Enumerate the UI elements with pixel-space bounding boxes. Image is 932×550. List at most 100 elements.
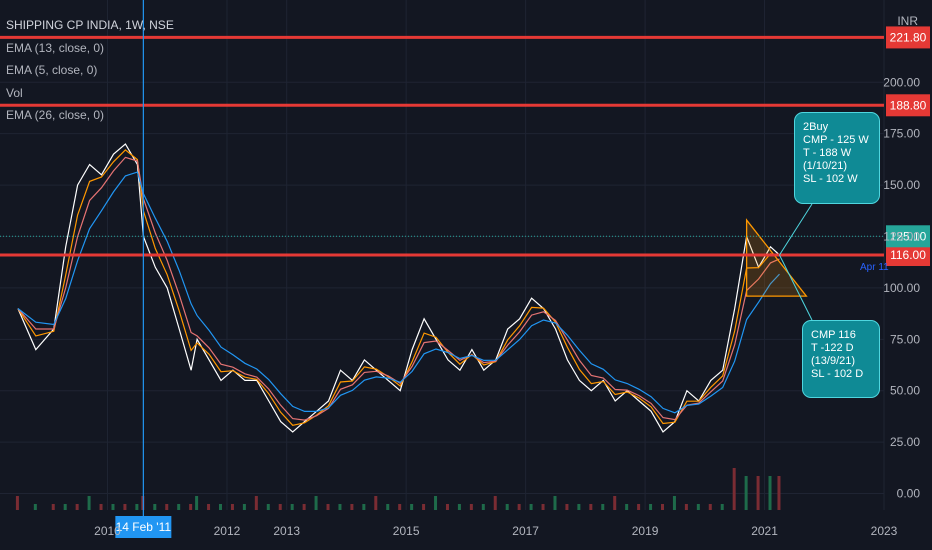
volume-bar — [230, 504, 234, 510]
buy-callout-line: SL - 102 W — [803, 173, 858, 185]
buy-callout[interactable]: 2Buy CMP - 125 W T - 188 W (1/10/21) SL … — [794, 112, 880, 204]
volume-bar — [165, 504, 169, 510]
volume-bar — [720, 504, 724, 510]
chart-legend: SHIPPING CP INDIA, 1W, NSE EMA (13, clos… — [6, 14, 174, 127]
volume-bar — [254, 496, 258, 510]
volume-bar — [87, 496, 91, 510]
daily-callout[interactable]: CMP 116 T -122 D (13/9/21) SL - 102 D — [802, 320, 880, 398]
volume-bar — [625, 504, 629, 510]
volume-bar — [445, 504, 449, 510]
volume-bar — [374, 496, 378, 510]
daily-callout-line: CMP 116 — [811, 329, 856, 341]
volume-bar — [123, 504, 127, 510]
volume-bar — [278, 504, 282, 510]
volume-bar — [517, 504, 521, 510]
price-level-label: 188.80 — [890, 98, 927, 112]
ema-line — [17, 171, 780, 414]
volume-bar — [207, 504, 211, 510]
y-tick-label: 25.00 — [890, 435, 920, 449]
volume-bar — [637, 504, 641, 510]
y-tick-label: 0.00 — [897, 487, 921, 501]
buy-callout-line: T - 188 W (1/10/21) — [803, 147, 852, 172]
price-line — [17, 143, 780, 433]
x-tick-label: 2010 — [94, 524, 121, 538]
volume-bar — [219, 504, 222, 510]
volume-bar — [434, 496, 438, 510]
volume-bar — [661, 504, 664, 510]
volume-bar — [350, 504, 354, 510]
crosshair-date-label: 14 Feb '11 — [116, 520, 172, 534]
x-tick-label: 2019 — [632, 524, 659, 538]
volume-bar — [553, 496, 557, 510]
volume-bar — [481, 504, 485, 510]
buy-callout-connector — [779, 203, 813, 256]
volume-bar — [63, 504, 67, 510]
x-tick-label: 2023 — [871, 524, 898, 538]
volume-bar — [410, 504, 414, 510]
volume-bar — [153, 504, 157, 510]
ema-line — [17, 149, 780, 426]
buy-callout-line: 2Buy — [803, 121, 829, 133]
y-tick-label: 175.00 — [883, 127, 920, 141]
volume-bar — [314, 496, 318, 510]
current-price-tag — [886, 225, 930, 248]
x-tick-label: 2015 — [393, 524, 420, 538]
volume-bar — [189, 504, 193, 510]
volume-bar — [541, 504, 545, 510]
daily-callout-line: T -122 D (13/9/21) — [811, 342, 856, 367]
volume-bar — [529, 504, 533, 510]
current-price-label: 125.10 — [890, 229, 927, 243]
y-tick-label: 150.00 — [883, 178, 920, 192]
volume-bar — [177, 504, 181, 510]
legend-ema13[interactable]: EMA (13, close, 0) — [6, 40, 105, 55]
currency-label: INR — [897, 14, 918, 28]
volume-bar — [302, 504, 306, 510]
volume-bar — [15, 496, 19, 510]
apr-label: Apr 11 — [860, 262, 889, 273]
volume-bar — [684, 504, 688, 510]
volume-bar — [326, 504, 330, 510]
ema-line — [17, 156, 780, 421]
volume-bar — [649, 504, 653, 510]
volume-bar — [266, 504, 270, 510]
daily-callout-connector — [779, 254, 813, 321]
legend-ema5[interactable]: EMA (5, close, 0) — [6, 63, 98, 77]
x-tick-label: 2017 — [512, 524, 539, 538]
volume-bar — [744, 476, 748, 510]
volume-bar — [290, 504, 294, 510]
volume-bar — [422, 504, 426, 510]
volume-bar — [386, 504, 390, 510]
symbol-title[interactable]: SHIPPING CP INDIA, 1W, NSE — [6, 18, 174, 32]
volume-bar — [732, 468, 736, 510]
volume-bar — [33, 504, 37, 510]
volume-bar — [135, 504, 139, 510]
volume-bar — [696, 504, 700, 510]
x-tick-label: 2012 — [214, 524, 241, 538]
volume-bar — [565, 504, 569, 510]
volume-bar — [111, 504, 115, 510]
volume-bar — [51, 504, 55, 510]
x-tick-label: 2013 — [273, 524, 300, 538]
legend-vol[interactable]: Vol — [6, 85, 23, 100]
volume-bar — [777, 476, 781, 510]
volume-bar — [768, 476, 772, 510]
y-tick-label: 100.00 — [883, 281, 920, 295]
y-tick-label: 75.00 — [890, 332, 920, 346]
volume-bar — [756, 476, 760, 510]
price-level-tag — [886, 94, 930, 117]
volume-bar — [577, 504, 581, 510]
price-level-tag — [886, 244, 930, 266]
volume-bar — [75, 504, 79, 510]
legend-ema26[interactable]: EMA (26, close, 0) — [6, 108, 105, 122]
volume-bar — [195, 496, 199, 510]
buy-callout-line: CMP - 125 W — [803, 134, 869, 146]
x-tick-label: 2021 — [751, 524, 778, 538]
volume-bar — [601, 504, 605, 510]
y-tick-label: 50.00 — [890, 384, 920, 398]
volume-bar — [589, 504, 593, 510]
volume-bar — [242, 504, 246, 510]
y-tick-label: 200.00 — [883, 75, 920, 89]
triangle-pattern — [745, 218, 808, 297]
y-tick-label: 125.00 — [883, 229, 920, 243]
